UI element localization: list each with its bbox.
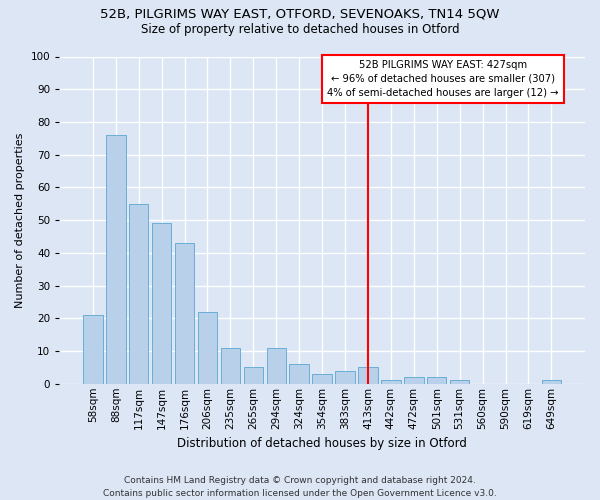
Bar	[313, 374, 332, 384]
Bar	[244, 368, 263, 384]
Text: 52B, PILGRIMS WAY EAST, OTFORD, SEVENOAKS, TN14 5QW: 52B, PILGRIMS WAY EAST, OTFORD, SEVENOAK…	[100, 8, 500, 20]
Bar	[221, 348, 240, 384]
Bar	[404, 377, 424, 384]
Text: Contains HM Land Registry data © Crown copyright and database right 2024.
Contai: Contains HM Land Registry data © Crown c…	[103, 476, 497, 498]
Bar	[129, 204, 148, 384]
Bar	[289, 364, 309, 384]
Bar	[106, 135, 125, 384]
Bar	[175, 243, 194, 384]
X-axis label: Distribution of detached houses by size in Otford: Distribution of detached houses by size …	[177, 437, 467, 450]
Bar	[266, 348, 286, 384]
Bar	[450, 380, 469, 384]
Text: Size of property relative to detached houses in Otford: Size of property relative to detached ho…	[140, 22, 460, 36]
Bar	[542, 380, 561, 384]
Bar	[198, 312, 217, 384]
Bar	[83, 315, 103, 384]
Y-axis label: Number of detached properties: Number of detached properties	[15, 132, 25, 308]
Bar	[381, 380, 401, 384]
Bar	[358, 368, 377, 384]
Bar	[152, 224, 172, 384]
Text: 52B PILGRIMS WAY EAST: 427sqm
← 96% of detached houses are smaller (307)
4% of s: 52B PILGRIMS WAY EAST: 427sqm ← 96% of d…	[327, 60, 559, 98]
Bar	[427, 377, 446, 384]
Bar	[335, 370, 355, 384]
